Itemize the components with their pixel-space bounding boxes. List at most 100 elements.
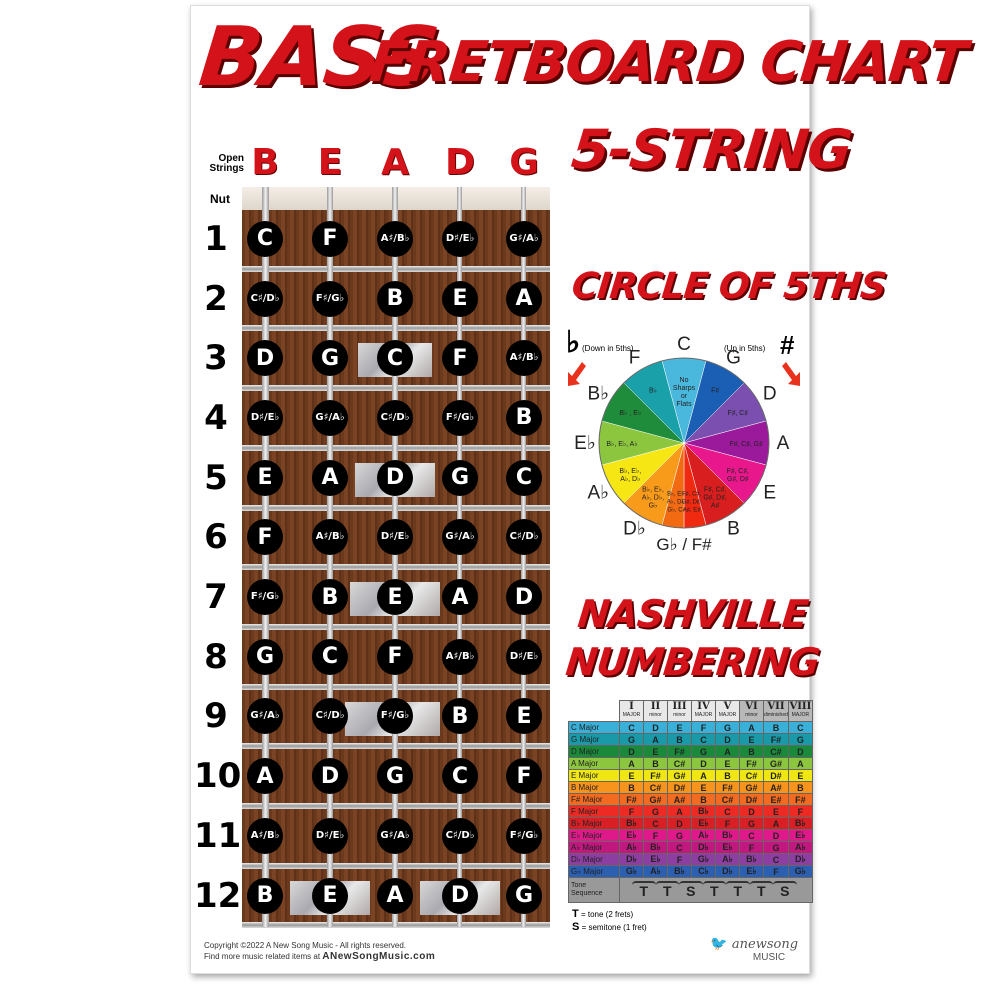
- wedge-text-C: No: [680, 377, 689, 384]
- scale-note: A: [667, 805, 692, 818]
- scale-note: D: [763, 829, 789, 842]
- scale-note: C#: [715, 793, 740, 806]
- scale-note: F#: [739, 757, 764, 770]
- scale-note: C: [619, 721, 644, 734]
- scale-note: D: [691, 757, 716, 770]
- quality: MAJOR: [791, 712, 810, 718]
- scale-note: G#: [739, 781, 764, 794]
- wedge-text-Gb: G♭, C♭: [667, 507, 685, 514]
- scale-note: E♭: [691, 817, 716, 830]
- note-marker: F: [312, 220, 348, 257]
- scale-note: G♭: [691, 853, 716, 866]
- note-marker: A♯/B♭: [506, 340, 542, 377]
- scale-note: F: [763, 865, 789, 878]
- scale-note: D#: [667, 781, 692, 794]
- note-marker: F: [442, 340, 478, 377]
- scale-note: B♭: [667, 865, 692, 878]
- scale-note: E: [643, 745, 668, 758]
- tone-step: T: [632, 881, 656, 899]
- key-row: B Major B C# D# E F# G# A# B: [568, 781, 813, 794]
- key-name: G Major: [568, 733, 620, 746]
- note-marker: B: [506, 399, 542, 436]
- fret-number: 3: [204, 338, 228, 379]
- degree: VI: [745, 701, 758, 712]
- wedge-text-Eb: B♭, E♭, A♭: [606, 440, 637, 448]
- scale-note: E: [787, 769, 813, 782]
- scale-note: G♭: [619, 865, 644, 878]
- scale-note: F#: [619, 793, 644, 806]
- scale-note: B♭: [715, 829, 740, 842]
- circle-title: CIRCLE OF 5THS: [569, 266, 888, 307]
- outer-label: E♭: [574, 433, 596, 454]
- scale-note: A♭: [643, 865, 668, 878]
- scale-note: G#: [763, 757, 789, 770]
- key-row: G Major G A B C D E F# G: [568, 733, 813, 746]
- note-marker: C♯/D♭: [247, 280, 283, 317]
- wedge-text-B: G♯, D♯,: [703, 495, 726, 502]
- note-marker: A: [377, 877, 413, 914]
- open-string-E: E: [317, 142, 343, 183]
- note-marker: A♯/B♭: [312, 519, 348, 556]
- scale-note: A♭: [715, 853, 740, 866]
- scale-note: G: [667, 829, 692, 842]
- note-marker: D: [247, 340, 283, 377]
- tone-step: T: [726, 881, 750, 899]
- note-marker: A: [247, 758, 283, 795]
- logo-sub: MUSIC: [752, 952, 786, 963]
- open-string-B: B: [251, 142, 279, 183]
- outer-label: A♭: [587, 483, 609, 504]
- scale-note: A♭: [787, 841, 813, 854]
- degree: IV: [697, 701, 710, 712]
- key-row: G♭ Major G♭ A♭ B♭ C♭ D♭ E♭ F G♭: [568, 865, 813, 878]
- string-A: [392, 187, 398, 927]
- note-marker: G♯/A♭: [442, 519, 478, 556]
- title-5-string: 5-STRING: [568, 118, 855, 181]
- scale-note: D♭: [619, 853, 644, 866]
- degree: II: [650, 701, 661, 712]
- fret-number: 9: [204, 696, 228, 737]
- note-marker: C: [442, 758, 478, 795]
- scale-note: G: [787, 733, 813, 746]
- wedge-text-G: F♯: [711, 387, 719, 394]
- key-row: E Major E F# G# A B C# D# E: [568, 769, 813, 782]
- site-link[interactable]: ANewSongMusic.com: [322, 951, 436, 962]
- note-marker: G♯/A♭: [247, 698, 283, 735]
- scale-note: G#: [667, 769, 692, 782]
- note-marker: A: [442, 579, 478, 616]
- key-row: F# Major F# G# A# B C# D# E# F#: [568, 793, 813, 806]
- fret-number: 11: [194, 815, 242, 856]
- scale-note: E: [715, 757, 740, 770]
- key-name: E Major: [568, 769, 620, 782]
- degree-header: II minor: [643, 700, 668, 722]
- legend-t-text: = tone (2 frets): [580, 910, 634, 919]
- quality: minor: [649, 712, 662, 718]
- scale-note: C: [763, 853, 789, 866]
- fret-number: 4: [204, 397, 228, 438]
- quality: MAJOR: [622, 712, 641, 718]
- outer-label: G♭ / F#: [656, 535, 712, 554]
- footer: Copyright ©2022 A New Song Music - All r…: [204, 940, 435, 962]
- note-marker: D: [442, 877, 478, 914]
- scale-note: E: [691, 781, 716, 794]
- wedge-text-F: B♭: [649, 386, 657, 394]
- wedge-text-Db: G♭: [649, 502, 658, 510]
- string-D: [457, 187, 463, 927]
- note-marker: D♯/E♭: [506, 638, 542, 675]
- scale-note: B: [739, 745, 764, 758]
- scale-note: A: [787, 757, 813, 770]
- scale-note: C: [739, 829, 764, 842]
- logo-text: anewsong: [731, 937, 799, 952]
- scale-note: G#: [643, 793, 668, 806]
- scale-note: F: [715, 817, 740, 830]
- scale-note: B♭: [643, 841, 668, 854]
- scale-note: B♭: [787, 817, 813, 830]
- wedge-text-Gb: A♭, D♭,: [667, 499, 686, 506]
- note-marker: D♯/E♭: [377, 519, 413, 556]
- scale-note: B: [619, 781, 644, 794]
- fret-number: 1: [204, 218, 228, 259]
- scale-note: D#: [763, 769, 789, 782]
- legend-tone: T = tone (2 frets): [572, 908, 633, 920]
- tone-step: T: [702, 881, 726, 899]
- fret-number: 8: [204, 636, 228, 677]
